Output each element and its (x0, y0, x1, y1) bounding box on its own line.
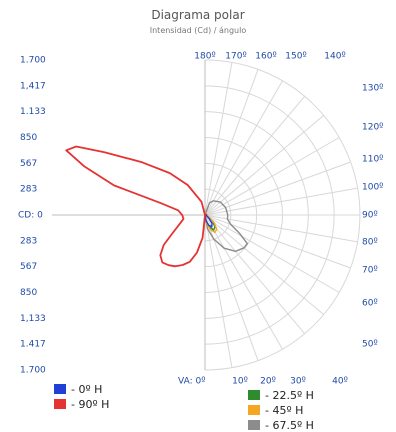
radial-tick-lower-4: 1.417 (20, 340, 46, 350)
legend-item-0h: - 0º H (54, 382, 109, 396)
polar-spoke-130 (204, 114, 325, 216)
legend-item-22h: - 22.5º H (248, 388, 314, 402)
angle-label-top-3: 150º (285, 52, 306, 62)
polar-spoke-140 (204, 95, 306, 216)
radial-tick-upper-2: 1.133 (20, 107, 46, 117)
chart-subtitle: Intensidad (Cd) / ángulo (149, 26, 247, 35)
angle-label-top-2: 160º (255, 52, 276, 62)
radial-tick-lower-5: 1.700 (20, 366, 46, 376)
angle-label-bottom-1: 20º (260, 377, 276, 387)
legend-label-22h: - 22.5º H (265, 388, 314, 402)
legend-label-45h: - 45º H (265, 403, 304, 417)
chart-title: Diagrama polar (151, 8, 245, 22)
radial-tick-lower-2: 850 (20, 288, 37, 298)
angle-label-right-6: 70º (362, 266, 378, 276)
polar-spoke-50 (204, 214, 325, 316)
radial-tick-lower-1: 567 (20, 262, 37, 272)
radial-tick-lower-3: 1,133 (20, 314, 46, 324)
angle-label-bottom-2: 30º (290, 377, 306, 387)
radial-tick-upper-5: 283 (20, 185, 37, 195)
angle-label-top-1: 170º (225, 52, 246, 62)
legend-swatch-90h (54, 399, 66, 409)
polar-spoke-40 (204, 214, 306, 335)
polar-spoke-60 (204, 214, 340, 293)
angle-label-right-4: 90º (362, 211, 378, 221)
legend-item-45h: - 45º H (248, 403, 314, 417)
legend-swatch-0h (54, 384, 66, 394)
angle-label-right-8: 50º (362, 340, 378, 350)
legend-swatch-22h (248, 390, 260, 400)
va-axis-label: VA: 0º (178, 377, 205, 387)
legend-swatch-67h (248, 420, 260, 430)
polar-spoke-30 (204, 214, 283, 350)
polar-spoke-120 (204, 137, 340, 216)
radial-tick-upper-0: 1.700 (20, 56, 46, 66)
legend-swatch-45h (248, 405, 260, 415)
polar-spoke-70 (204, 214, 351, 269)
radial-tick-lower-0: 283 (20, 236, 37, 246)
angle-label-top-4: 140º (324, 52, 345, 62)
legend-label-90h: - 90º H (71, 397, 110, 411)
legend-label-67h: - 67.5º H (265, 418, 314, 432)
legend-item-90h: - 90º H (54, 397, 109, 411)
angle-label-right-0: 130º (362, 84, 383, 94)
angle-label-bottom-3: 40º (332, 377, 348, 387)
polar-spoke-170 (204, 62, 233, 216)
series-curve-1 (65, 145, 206, 268)
legend-item-67h: - 67.5º H (248, 418, 314, 432)
polar-spoke-110 (204, 161, 351, 216)
angle-label-right-5: 80º (362, 238, 378, 248)
legend-right: - 22.5º H - 45º H - 67.5º H (248, 388, 314, 432)
polar-spoke-150 (204, 80, 283, 216)
angle-label-top-0: 180º (194, 52, 215, 62)
series-curve-3 (204, 212, 218, 234)
cd-axis-label: CD: 0 (18, 211, 43, 221)
polar-spoke-160 (204, 69, 259, 216)
radial-tick-upper-4: 567 (20, 159, 37, 169)
angle-label-bottom-0: 10º (232, 377, 248, 387)
angle-label-right-2: 110º (362, 155, 383, 165)
radial-tick-upper-3: 850 (20, 133, 37, 143)
polar-spoke-100 (204, 187, 358, 216)
radial-tick-upper-1: 1,417 (20, 81, 46, 91)
series-curve-4 (204, 200, 248, 252)
angle-label-right-1: 120º (362, 123, 383, 133)
legend-left: - 0º H - 90º H (54, 382, 109, 411)
angle-label-right-7: 60º (362, 299, 378, 309)
polar-spoke-10 (204, 214, 233, 368)
polar-spoke-80 (204, 214, 358, 243)
legend-label-0h: - 0º H (71, 382, 103, 396)
angle-label-right-3: 100º (362, 183, 383, 193)
